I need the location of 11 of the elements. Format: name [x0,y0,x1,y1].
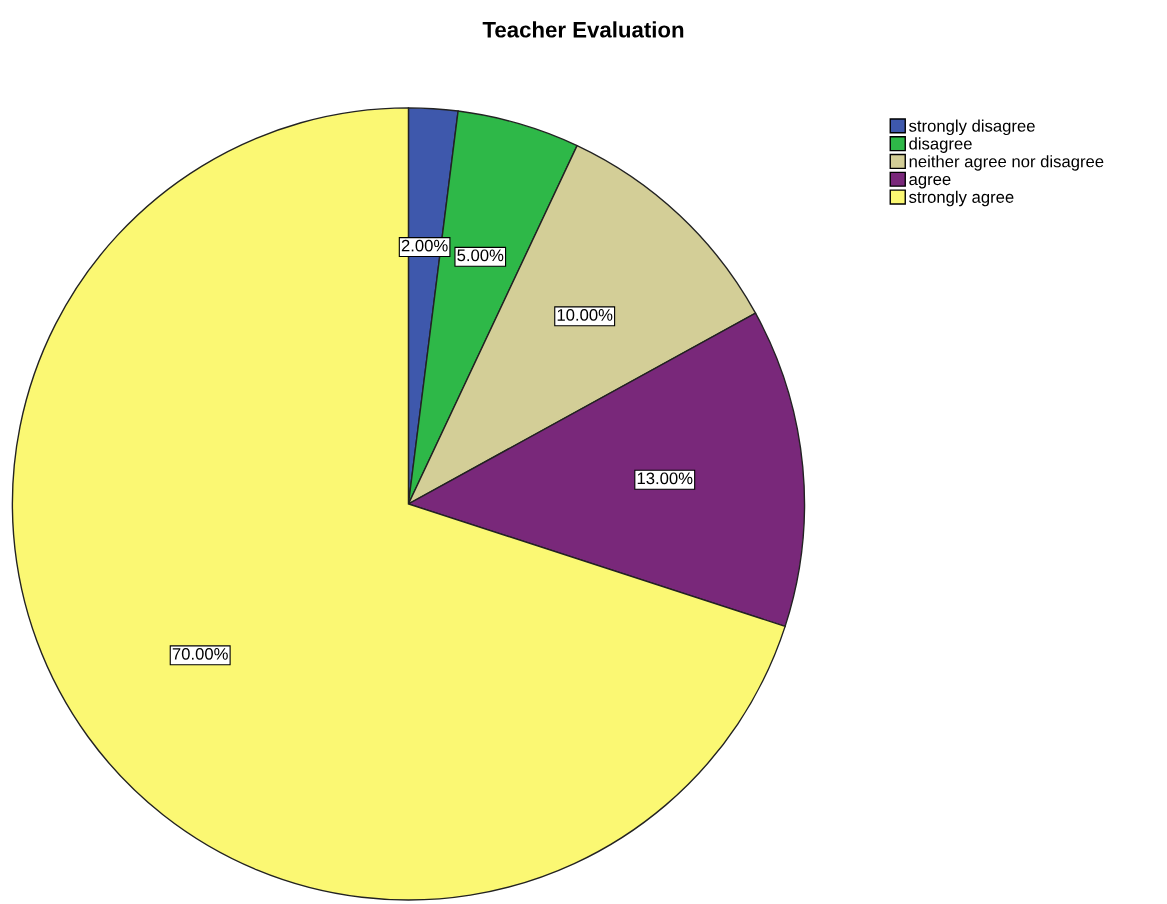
data-label: 10.00% [557,308,613,321]
legend-label: strongly disagree [909,119,1035,136]
legend-label: strongly agree [909,190,1014,207]
data-label: 70.00% [172,647,228,660]
legend-label: neither agree nor disagree [909,155,1104,171]
data-label: 2.00% [401,239,448,252]
data-label: 13.00% [637,472,693,485]
legend-label: agree [909,176,951,189]
data-label: 5.00% [457,249,504,262]
chart-title: Teacher Evaluation [482,21,684,38]
legend-label: disagree [909,137,972,153]
